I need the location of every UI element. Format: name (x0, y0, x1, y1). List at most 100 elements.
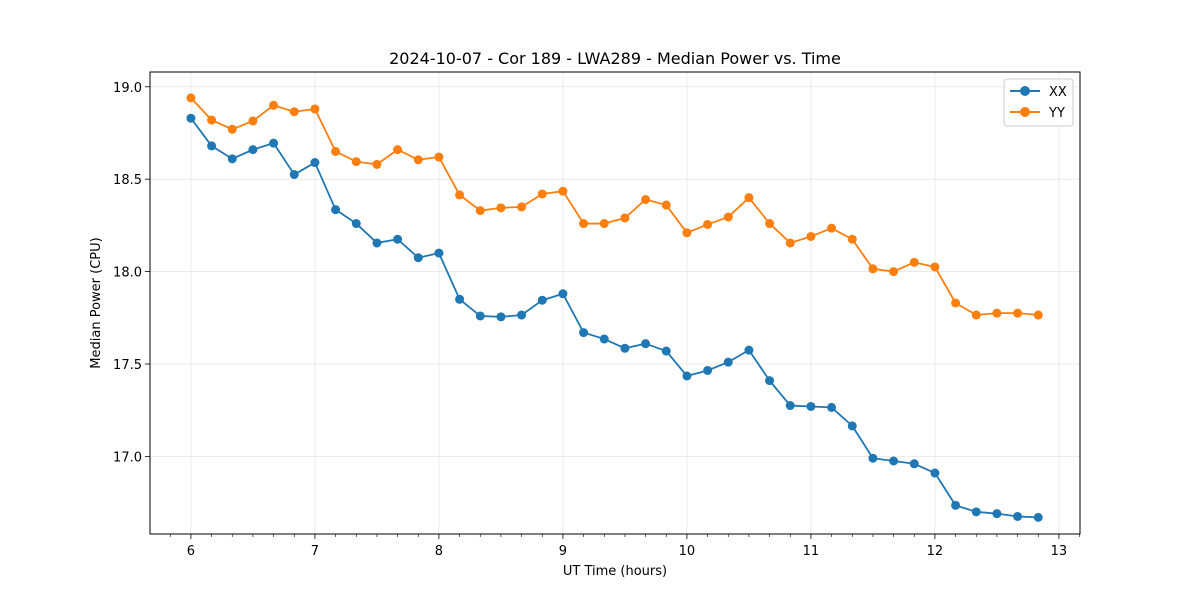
data-point-yy (248, 116, 258, 126)
data-point-yy (434, 152, 444, 162)
data-point-yy (558, 186, 568, 196)
x-tick-label: 10 (679, 544, 696, 559)
data-point-xx (765, 376, 775, 386)
data-point-xx (248, 145, 258, 155)
data-point-xx (641, 339, 651, 349)
data-point-xx (661, 346, 671, 356)
data-point-xx (682, 371, 692, 381)
data-point-xx (289, 170, 299, 180)
data-point-xx (413, 253, 423, 263)
data-point-xx (785, 401, 795, 411)
data-point-xx (1013, 511, 1023, 521)
data-point-yy (372, 159, 382, 169)
data-point-xx (723, 357, 733, 367)
data-point-yy (227, 124, 237, 134)
data-point-yy (909, 257, 919, 267)
data-point-yy (331, 146, 341, 156)
data-point-yy (951, 298, 961, 308)
data-point-yy (289, 107, 299, 117)
data-point-xx (703, 365, 713, 375)
data-point-xx (434, 248, 444, 258)
data-point-yy (723, 212, 733, 222)
y-axis-label: Median Power (CPU) (89, 237, 104, 368)
data-point-yy (1033, 310, 1043, 320)
data-point-yy (310, 104, 320, 114)
data-point-yy (620, 213, 630, 223)
data-point-yy (847, 234, 857, 244)
data-point-xx (827, 402, 837, 412)
data-point-yy (496, 203, 506, 213)
data-point-xx (806, 401, 816, 411)
data-point-xx (227, 154, 237, 164)
data-point-xx (744, 345, 754, 355)
data-point-yy (517, 202, 527, 212)
data-point-xx (537, 295, 547, 305)
data-point-xx (351, 219, 361, 229)
data-point-yy (186, 93, 196, 103)
data-point-yy (537, 189, 547, 199)
data-point-xx (1033, 512, 1043, 522)
data-point-yy (703, 219, 713, 229)
data-point-yy (579, 219, 589, 229)
data-point-xx (558, 289, 568, 299)
data-point-yy (641, 195, 651, 205)
data-point-xx (599, 334, 609, 344)
y-tick-label: 17.5 (113, 358, 142, 373)
data-point-yy (682, 228, 692, 238)
data-point-yy (785, 238, 795, 248)
data-point-xx (889, 456, 899, 466)
data-point-xx (186, 113, 196, 123)
legend-label-xx: XX (1049, 85, 1067, 100)
data-point-xx (517, 310, 527, 320)
grid (150, 72, 1080, 534)
data-point-xx (372, 238, 382, 248)
data-point-yy (475, 206, 485, 216)
data-point-xx (951, 500, 961, 510)
x-tick-label: 13 (1051, 544, 1068, 559)
data-point-xx (393, 234, 403, 244)
data-point-xx (579, 328, 589, 338)
data-point-yy (413, 155, 423, 165)
x-tick-label: 8 (435, 544, 443, 559)
data-point-yy (744, 193, 754, 203)
series-layer (186, 93, 1043, 522)
legend-marker-yy (1020, 107, 1030, 117)
data-point-yy (599, 219, 609, 229)
x-tick-label: 12 (927, 544, 944, 559)
data-point-yy (827, 223, 837, 233)
data-point-yy (393, 145, 403, 155)
data-point-xx (847, 421, 857, 431)
data-point-xx (331, 205, 341, 215)
data-point-yy (889, 267, 899, 277)
data-point-xx (620, 343, 630, 353)
data-point-xx (310, 158, 320, 168)
ticks: 6 7 8 9 10 11 12 13 17.0 17.5 18.0 18.5 19.0 (113, 81, 1080, 559)
data-point-yy (269, 100, 279, 110)
data-point-yy (455, 190, 465, 200)
data-point-yy (351, 157, 361, 167)
data-point-yy (806, 231, 816, 241)
data-point-xx (868, 453, 878, 463)
data-point-yy (992, 308, 1002, 318)
data-point-xx (909, 459, 919, 469)
data-point-yy (765, 219, 775, 229)
data-point-xx (930, 468, 940, 478)
y-tick-label: 18.0 (113, 266, 142, 281)
data-point-yy (207, 115, 217, 125)
chart-title: 2024-10-07 - Cor 189 - LWA289 - Median P… (389, 49, 841, 68)
x-tick-label: 9 (559, 544, 567, 559)
data-point-yy (930, 262, 940, 272)
data-point-xx (269, 138, 279, 148)
data-point-yy (661, 200, 671, 210)
data-point-yy (868, 264, 878, 274)
data-point-yy (1013, 308, 1023, 318)
data-point-xx (475, 311, 485, 321)
y-tick-label: 18.5 (113, 173, 142, 188)
x-axis-label: UT Time (hours) (563, 564, 667, 579)
data-point-yy (971, 310, 981, 320)
y-tick-label: 19.0 (113, 81, 142, 96)
x-tick-label: 11 (803, 544, 820, 559)
data-point-xx (971, 507, 981, 517)
data-point-xx (455, 294, 465, 304)
